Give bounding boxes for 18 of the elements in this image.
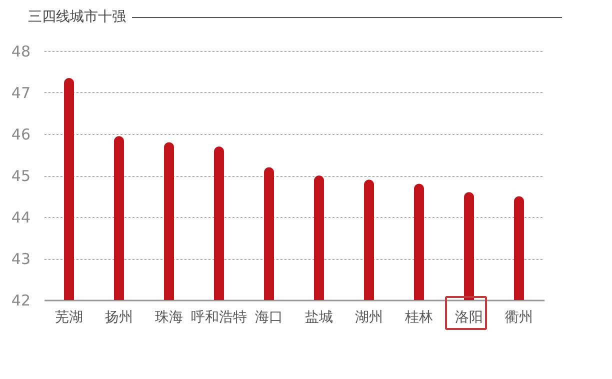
x-tick-label: 盐城 [305,310,333,326]
y-tick-label: 46 [11,126,30,144]
x-tick-label: 珠海 [155,310,183,326]
x-tick-label: 海口 [255,310,283,326]
y-tick-label: 42 [11,292,30,310]
x-tick-label: 桂林 [404,310,433,326]
x-tick-label: 扬州 [105,310,133,326]
x-tick-label: 湖州 [355,310,383,326]
x-tick-label: 芜湖 [55,310,83,326]
x-tick-label: 洛阳 [455,310,483,326]
y-tick-label: 48 [11,42,30,60]
y-tick-label: 47 [11,84,30,102]
x-tick-label: 衢州 [505,310,533,326]
y-tick-label: 44 [11,208,30,226]
x-tick-label: 呼和浩特 [191,310,247,326]
y-tick-label: 43 [11,250,30,268]
chart-title: 三四线城市十强 [28,8,126,26]
y-tick-label: 45 [11,167,30,185]
